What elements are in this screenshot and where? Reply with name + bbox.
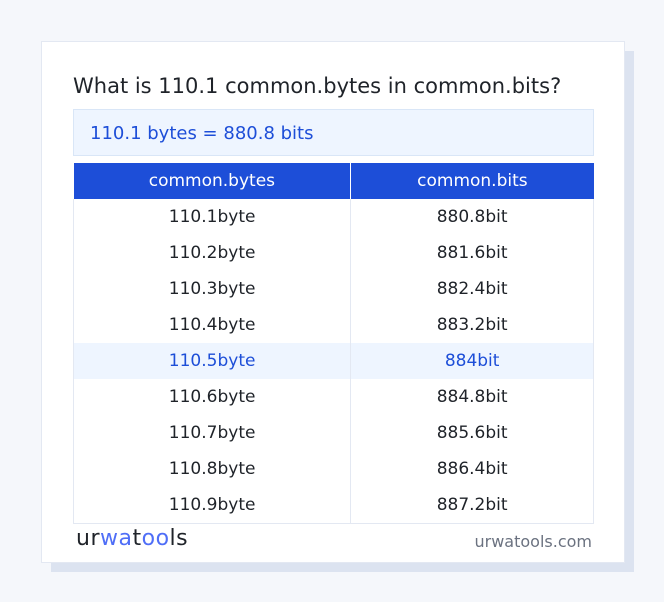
table-cell: 110.4byte [72, 307, 352, 343]
table-cell: 883.2bit [350, 307, 594, 343]
table-cell: 110.2byte [72, 235, 352, 271]
table-row: 110.9byte 887.2bit [72, 487, 594, 524]
result-box: 110.1 bytes = 880.8 bits [73, 109, 594, 156]
urwatools-logo[interactable]: urwatools [76, 526, 189, 551]
conversion-table: common.bytes common.bits 110.1byte 880.8b… [72, 163, 594, 524]
converter-card: What is 110.1 common.bytes in common.bit… [41, 41, 625, 563]
table-cell: 110.6byte [72, 379, 352, 415]
column-header: common.bits [350, 163, 594, 199]
table-row: 110.7byte 885.6bit [72, 415, 594, 451]
table-cell: 110.8byte [72, 451, 352, 487]
table-cell: 882.4bit [350, 271, 594, 307]
page-title: What is 110.1 common.bytes in common.bit… [73, 74, 562, 98]
table-cell: 110.5byte [72, 343, 352, 379]
table-cell: 884bit [350, 343, 594, 379]
table-row: 110.4byte 883.2bit [72, 307, 594, 343]
site-link[interactable]: urwatools.com [474, 532, 593, 551]
table-cell: 887.2bit [350, 487, 594, 524]
column-header: common.bytes [73, 163, 351, 199]
table-row: 110.2byte 881.6bit [72, 235, 594, 271]
table-cell: 110.3byte [72, 271, 352, 307]
table-row: 110.5byte 884bit [72, 343, 594, 379]
table-cell: 110.9byte [72, 487, 352, 524]
table-row: 110.1byte 880.8bit [72, 199, 594, 235]
table-cell: 110.7byte [72, 415, 352, 451]
table-cell: 884.8bit [350, 379, 594, 415]
table-cell: 110.1byte [72, 199, 352, 235]
table-row: 110.8byte 886.4bit [72, 451, 594, 487]
table-row: 110.6byte 884.8bit [72, 379, 594, 415]
table-cell: 880.8bit [350, 199, 594, 235]
table-row: 110.3byte 882.4bit [72, 271, 594, 307]
table-cell: 885.6bit [350, 415, 594, 451]
table-cell: 886.4bit [350, 451, 594, 487]
table-cell: 881.6bit [350, 235, 594, 271]
